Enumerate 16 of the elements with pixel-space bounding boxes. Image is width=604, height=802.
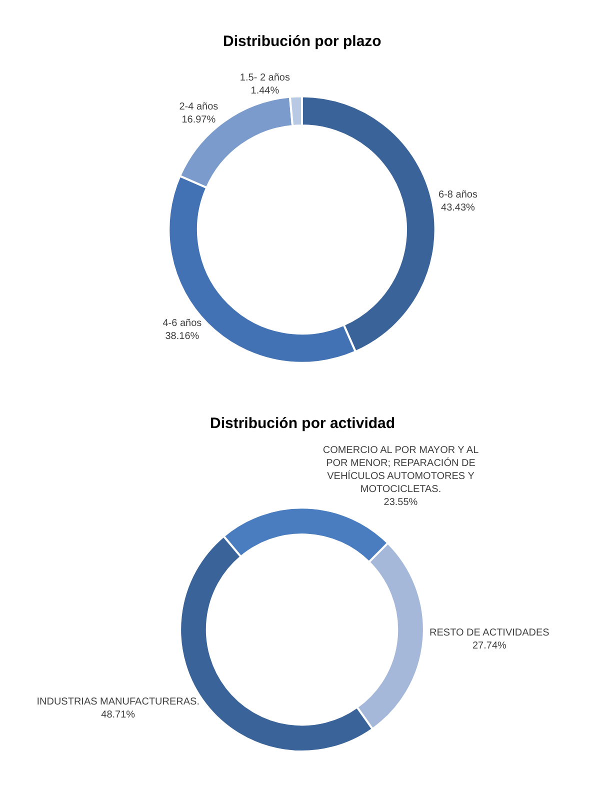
data-label: 27.74% bbox=[472, 640, 506, 652]
data-label: 1.44% bbox=[250, 85, 280, 96]
chart-title: Distribución por plazo bbox=[223, 33, 382, 50]
slice-label: INDUSTRIAS MANUFACTURERAS. bbox=[36, 696, 200, 708]
slice-label: COMERCIO AL POR MAYOR Y AL POR MENOR; REPARACIÓN DE VEHÍCULOS AUTOMOTORES Y MOTOCICLETAS. bbox=[322, 444, 480, 495]
data-label: 38.16% bbox=[165, 330, 200, 342]
data-label: 48.71% bbox=[101, 710, 136, 721]
data-label: 43.43% bbox=[441, 202, 476, 214]
slice-label: 2-4 años bbox=[179, 101, 218, 112]
data-label: 23.55% bbox=[384, 496, 418, 508]
slice-label: 1.5- 2 años bbox=[240, 72, 290, 84]
slice-label: 4-6 años bbox=[162, 318, 202, 329]
slice-label: RESTO DE ACTIVIDADES bbox=[430, 628, 550, 639]
data-label: 16.97% bbox=[182, 114, 216, 126]
chart-title: Distribución por actividad bbox=[210, 415, 396, 432]
slice-label: 6-8 años bbox=[438, 190, 478, 201]
